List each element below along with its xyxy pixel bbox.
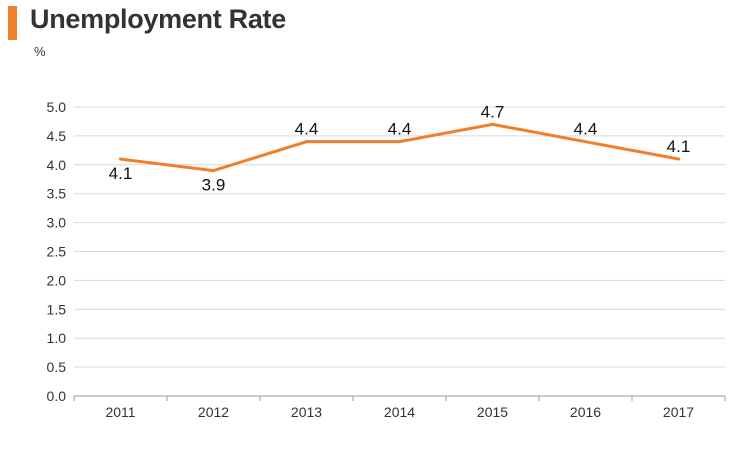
data-label: 4.7	[481, 102, 505, 121]
x-tick-label: 2012	[198, 404, 229, 420]
y-tick-label: 5.0	[47, 99, 67, 115]
data-point	[119, 157, 122, 161]
y-tick-label: 0.5	[47, 359, 67, 375]
x-tick-label: 2011	[105, 404, 135, 420]
x-tick-label: 2014	[384, 404, 415, 420]
data-label: 3.9	[202, 176, 226, 195]
data-point	[491, 122, 494, 126]
series-layer	[119, 122, 680, 173]
x-axis: 2011 2012 2013 2014 2015 2016 2017	[73, 395, 726, 420]
y-tick-label: 2.5	[47, 244, 67, 260]
y-tick-label: 2.0	[47, 272, 67, 288]
x-tick-label: 2015	[477, 404, 508, 420]
data-point	[677, 157, 680, 161]
y-tick-label: 4.5	[47, 128, 67, 144]
x-tick-label: 2013	[291, 404, 322, 420]
gridlines	[74, 106, 725, 368]
data-label: 4.4	[388, 120, 412, 139]
data-point	[305, 140, 308, 144]
chart-title: Unemployment Rate	[30, 4, 286, 34]
data-labels: 4.1 3.9 4.4 4.4 4.7 4.4 4.1	[109, 102, 691, 194]
y-tick-label: 1.0	[47, 330, 67, 346]
y-tick-label: 1.5	[47, 301, 67, 317]
data-label: 4.1	[109, 164, 133, 183]
title-accent-bar	[8, 6, 17, 40]
y-tick-label: 3.5	[47, 186, 67, 202]
y-axis: 0.0 0.5 1.0 1.5 2.0 2.5 3.0 3.5 4.0 4.5 5.0	[47, 99, 67, 404]
y-tick-label: 0.0	[47, 388, 67, 404]
data-point	[584, 140, 587, 144]
y-tick-label: 4.0	[47, 157, 67, 173]
data-point	[212, 169, 215, 173]
x-tick-label: 2016	[570, 404, 601, 420]
unit-label: %	[34, 44, 46, 59]
data-label: 4.4	[295, 120, 319, 139]
data-point	[398, 140, 401, 144]
data-label: 4.4	[574, 120, 598, 139]
data-label: 4.1	[667, 137, 691, 156]
y-tick-label: 3.0	[47, 215, 67, 231]
x-tick-label: 2017	[663, 404, 694, 420]
